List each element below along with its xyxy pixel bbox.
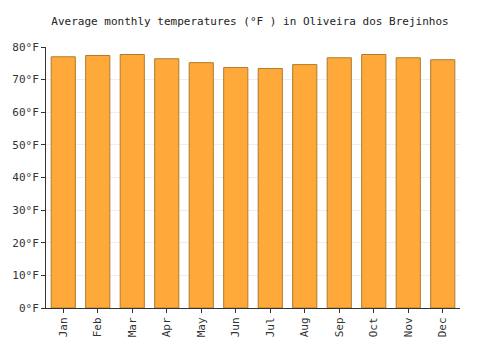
svg-text:40°F: 40°F bbox=[12, 171, 39, 184]
svg-text:Aug: Aug bbox=[298, 317, 311, 337]
svg-text:May: May bbox=[195, 317, 208, 337]
svg-text:10°F: 10°F bbox=[12, 269, 39, 282]
svg-text:Jun: Jun bbox=[229, 317, 242, 337]
svg-text:Mar: Mar bbox=[126, 317, 139, 337]
svg-text:Nov: Nov bbox=[402, 317, 415, 337]
svg-text:30°F: 30°F bbox=[12, 204, 39, 217]
svg-text:Sep: Sep bbox=[333, 317, 346, 337]
svg-text:80°F: 80°F bbox=[12, 41, 39, 54]
svg-text:60°F: 60°F bbox=[12, 106, 39, 119]
svg-text:Apr: Apr bbox=[160, 317, 173, 337]
svg-text:70°F: 70°F bbox=[12, 73, 39, 86]
svg-text:Jan: Jan bbox=[57, 317, 70, 337]
svg-text:Dec: Dec bbox=[436, 317, 449, 337]
svg-text:20°F: 20°F bbox=[12, 237, 39, 250]
svg-text:50°F: 50°F bbox=[12, 139, 39, 152]
svg-text:Jul: Jul bbox=[264, 317, 277, 337]
svg-text:Feb: Feb bbox=[91, 317, 104, 337]
svg-text:0°F: 0°F bbox=[19, 302, 39, 315]
svg-text:Average monthly temperatures (: Average monthly temperatures (°F ) in Ol… bbox=[51, 15, 448, 28]
svg-text:Oct: Oct bbox=[367, 317, 380, 337]
